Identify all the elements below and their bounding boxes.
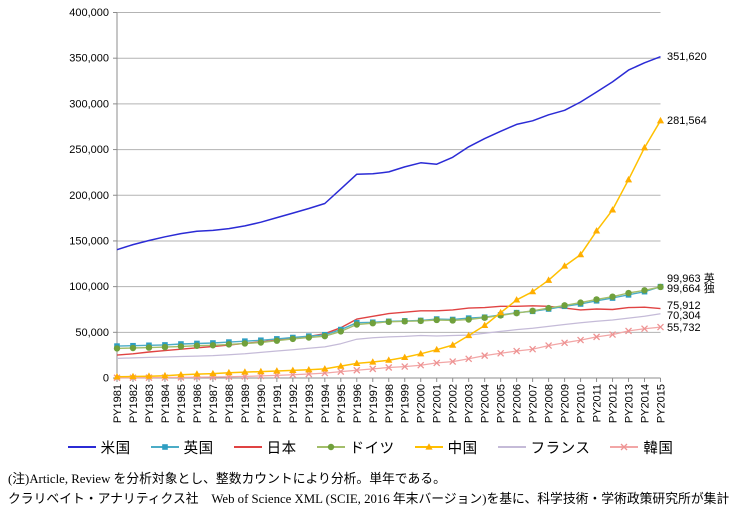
legend-marker-france — [497, 446, 526, 448]
legend-label-korea: 韓国 — [643, 440, 674, 457]
x-tick-label: PY2005 — [496, 384, 508, 423]
x-tick-label: PY1995 — [336, 384, 348, 423]
x-tick-label: PY1997 — [368, 384, 380, 423]
end-label-germany: 99,664 独 — [667, 282, 715, 295]
y-tick-label: 200,000 — [69, 190, 109, 202]
chart-legend: 米国 英国 日本 ドイツ 中国 フランス 韓国 — [0, 434, 740, 460]
x-tick-label: PY2006 — [512, 384, 524, 423]
y-tick-label: 0 — [103, 373, 109, 385]
x-tick-label: PY2012 — [608, 384, 620, 423]
x-tick-label: PY2014 — [640, 384, 652, 423]
legend-item-france: フランス — [497, 437, 591, 458]
legend-marker-korea — [610, 443, 639, 451]
end-label-china: 281,564 — [667, 115, 707, 127]
x-tick-label: PY2003 — [464, 384, 476, 423]
y-tick-label: 150,000 — [69, 235, 109, 247]
x-tick-label: PY1999 — [400, 384, 412, 423]
x-tick-label: PY2000 — [416, 384, 428, 423]
x-tick-label: PY1983 — [144, 384, 156, 423]
x-tick-label: PY1996 — [352, 384, 364, 423]
x-tick-label: PY1984 — [160, 384, 172, 423]
end-label-uk: 99,963 英 — [667, 271, 715, 285]
x-tick-label: PY1992 — [288, 384, 300, 423]
y-tick-label: 350,000 — [69, 53, 109, 65]
x-tick-label: PY1981 — [112, 384, 124, 423]
legend-label-japan: 日本 — [266, 440, 297, 457]
note-line-1: (注)Article, Review を分析対象とし、整数カウントにより分析。単… — [8, 472, 446, 486]
legend-marker-china — [414, 443, 443, 450]
series-japan — [116, 305, 661, 356]
x-tick-label: PY1987 — [208, 384, 220, 423]
legend-marker-japan — [233, 446, 262, 448]
series-usa — [116, 55, 661, 251]
legend-item-japan: 日本 — [233, 437, 297, 458]
x-tick-label: PY2013 — [624, 384, 636, 423]
x-tick-label: PY1991 — [272, 384, 284, 423]
publication-trend-line-chart: 0 50,000 100,000 150,000 200,000 250,000 300,0… — [69, 7, 715, 423]
end-value-labels: 351,620 99,963 英 75,912 99,664 独 281,564 70,3… — [667, 51, 715, 334]
legend-label-uk: 英国 — [183, 440, 214, 457]
legend-marker-usa — [67, 446, 96, 448]
series-china — [113, 116, 665, 380]
x-tick-label: PY2007 — [528, 384, 540, 423]
x-tick-label: PY2010 — [576, 384, 588, 423]
x-tick-label: PY1990 — [256, 384, 268, 423]
x-tick-label: PY2002 — [448, 384, 460, 423]
x-axis: PY1981 PY1982 PY1983 PY1984 PY1985 PY1986 PY19… — [112, 378, 668, 423]
legend-item-china: 中国 — [414, 437, 478, 458]
legend-marker-uk — [150, 444, 179, 450]
x-tick-label: PY2004 — [480, 384, 492, 423]
y-tick-label: 250,000 — [69, 144, 109, 156]
series-france — [116, 313, 661, 360]
legend-item-germany: ドイツ — [316, 437, 395, 458]
legend-item-usa: 米国 — [67, 437, 131, 458]
legend-item-uk: 英国 — [150, 437, 214, 458]
x-tick-label: PY2009 — [560, 384, 572, 423]
legend-label-germany: ドイツ — [349, 440, 395, 457]
end-label-korea: 55,732 — [667, 322, 701, 334]
end-label-france: 70,304 — [667, 310, 701, 322]
y-axis: 0 50,000 100,000 150,000 200,000 250,000 300,0… — [69, 7, 661, 385]
x-tick-label: PY1988 — [224, 384, 236, 423]
legend-label-china: 中国 — [447, 440, 478, 457]
y-tick-label: 100,000 — [69, 281, 109, 293]
x-tick-label: PY1998 — [384, 384, 396, 423]
source-notes: (注)Article, Review を分析対象とし、整数カウントにより分析。単… — [8, 470, 740, 510]
end-label-usa: 351,620 — [667, 51, 707, 63]
legend-item-korea: 韓国 — [609, 437, 673, 458]
x-tick-label: PY1993 — [304, 384, 316, 423]
x-tick-label: PY2001 — [432, 384, 444, 423]
y-tick-label: 400,000 — [69, 7, 109, 19]
x-tick-label: PY1986 — [192, 384, 204, 423]
x-tick-label: PY2008 — [544, 384, 556, 423]
gridlines — [117, 12, 661, 333]
legend-label-france: フランス — [530, 440, 591, 457]
x-tick-label: PY1982 — [128, 384, 140, 423]
x-tick-label: PY2011 — [592, 384, 604, 422]
series-germany — [113, 283, 664, 352]
x-tick-label: PY1994 — [320, 384, 332, 423]
end-label-japan: 75,912 — [667, 300, 701, 312]
legend-marker-germany — [316, 443, 345, 451]
x-tick-label: PY1985 — [176, 384, 188, 423]
x-tick-label: PY2015 — [656, 384, 668, 423]
legend-label-usa: 米国 — [100, 440, 131, 457]
x-tick-label: PY1989 — [240, 384, 252, 423]
y-tick-label: 300,000 — [69, 98, 109, 110]
y-tick-label: 50,000 — [75, 327, 109, 339]
note-line-2: クラリベイト・アナリティクス社 Web of Science XML (SCIE… — [8, 491, 730, 506]
